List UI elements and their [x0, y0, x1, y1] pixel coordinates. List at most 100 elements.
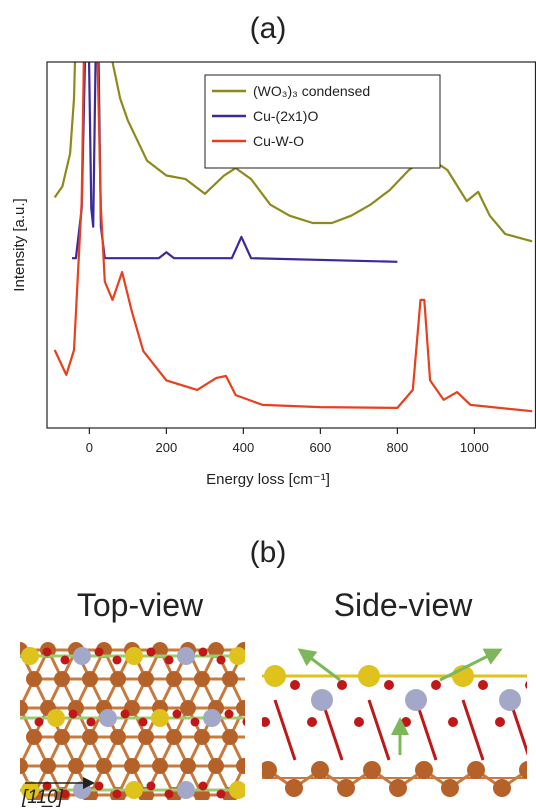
- bond: [20, 650, 22, 654]
- atom: [251, 782, 260, 791]
- bond: [367, 699, 391, 761]
- atom: [236, 758, 245, 774]
- atom: [441, 779, 459, 797]
- atom: [190, 717, 200, 727]
- atom: [431, 680, 441, 690]
- atom: [54, 671, 70, 687]
- atom: [54, 729, 70, 745]
- atom: [208, 642, 224, 658]
- atom: [262, 761, 277, 779]
- atom: [264, 665, 286, 687]
- atom: [194, 671, 210, 687]
- atom: [82, 729, 98, 745]
- atom: [177, 781, 195, 799]
- bond: [242, 702, 245, 709]
- bond: [528, 770, 536, 788]
- bond: [242, 760, 245, 767]
- atom: [251, 648, 260, 657]
- atom: [198, 647, 208, 657]
- x-tick-label: 800: [387, 440, 409, 455]
- atom: [26, 729, 42, 745]
- chart-title: (a): [250, 12, 287, 45]
- atom: [152, 642, 168, 658]
- atom: [384, 680, 394, 690]
- atom: [112, 655, 122, 665]
- bond: [242, 765, 245, 772]
- atom: [198, 781, 208, 791]
- atom: [172, 709, 182, 719]
- x-tick-label: 400: [233, 440, 255, 455]
- atom: [9, 656, 18, 665]
- atom: [125, 647, 143, 665]
- atom: [60, 655, 70, 665]
- vector-arrow: [439, 648, 503, 682]
- atom: [194, 729, 210, 745]
- atom: [389, 779, 407, 797]
- atom: [401, 717, 411, 727]
- atom: [354, 717, 364, 727]
- atom: [125, 781, 143, 799]
- atom: [68, 758, 84, 774]
- legend-label: Cu-(2x1)O: [253, 108, 318, 124]
- atom: [242, 717, 245, 727]
- atom: [262, 717, 270, 727]
- series-line: [53, 62, 533, 243]
- bond: [242, 649, 245, 656]
- atom: [405, 689, 427, 711]
- atom: [478, 680, 488, 690]
- atom: [164, 789, 174, 799]
- legend: (WO₃)₃ condensed Cu-(2x1)O Cu-W-O: [204, 74, 441, 169]
- bond: [242, 707, 245, 714]
- atom: [495, 717, 505, 727]
- atom: [138, 717, 148, 727]
- atom: [311, 761, 329, 779]
- atom: [166, 729, 182, 745]
- atom: [21, 781, 39, 799]
- atom: [94, 647, 104, 657]
- atom: [290, 680, 300, 690]
- atom: [146, 647, 156, 657]
- atom: [138, 729, 154, 745]
- atom: [415, 761, 433, 779]
- atom: [146, 781, 156, 791]
- atom: [222, 671, 238, 687]
- x-axis-label: Energy loss [cm⁻¹]: [206, 471, 330, 488]
- atom: [86, 717, 96, 727]
- atom: [229, 647, 245, 665]
- atom: [164, 655, 174, 665]
- atom: [151, 709, 169, 727]
- atom: [110, 729, 126, 745]
- atom: [236, 700, 245, 716]
- atom: [96, 758, 112, 774]
- atom: [222, 729, 238, 745]
- atom: [311, 689, 333, 711]
- atom: [519, 761, 527, 779]
- atom: [467, 761, 485, 779]
- atom: [68, 709, 78, 719]
- atom: [82, 671, 98, 687]
- vector-arrow: [297, 648, 341, 682]
- atom: [203, 709, 221, 727]
- x-tick-label: 200: [156, 440, 178, 455]
- view-title: Side-view: [334, 587, 474, 623]
- atom: [208, 758, 224, 774]
- atom: [47, 709, 65, 727]
- x-tick-label: 1000: [460, 440, 489, 455]
- atom: [180, 758, 196, 774]
- x-tick-label: 0: [86, 440, 93, 455]
- atom: [216, 655, 226, 665]
- atom: [110, 671, 126, 687]
- bond: [20, 708, 22, 712]
- atom: [216, 789, 226, 799]
- view-title: Top-view: [77, 587, 204, 623]
- atom: [124, 758, 140, 774]
- atom: [20, 758, 28, 774]
- bond: [244, 795, 258, 809]
- atom: [448, 717, 458, 727]
- legend-label: Cu-W-O: [253, 133, 304, 149]
- atom: [493, 779, 511, 797]
- atom: [229, 781, 245, 799]
- bond: [20, 766, 22, 770]
- legend-label: (WO₃)₃ condensed: [253, 83, 370, 99]
